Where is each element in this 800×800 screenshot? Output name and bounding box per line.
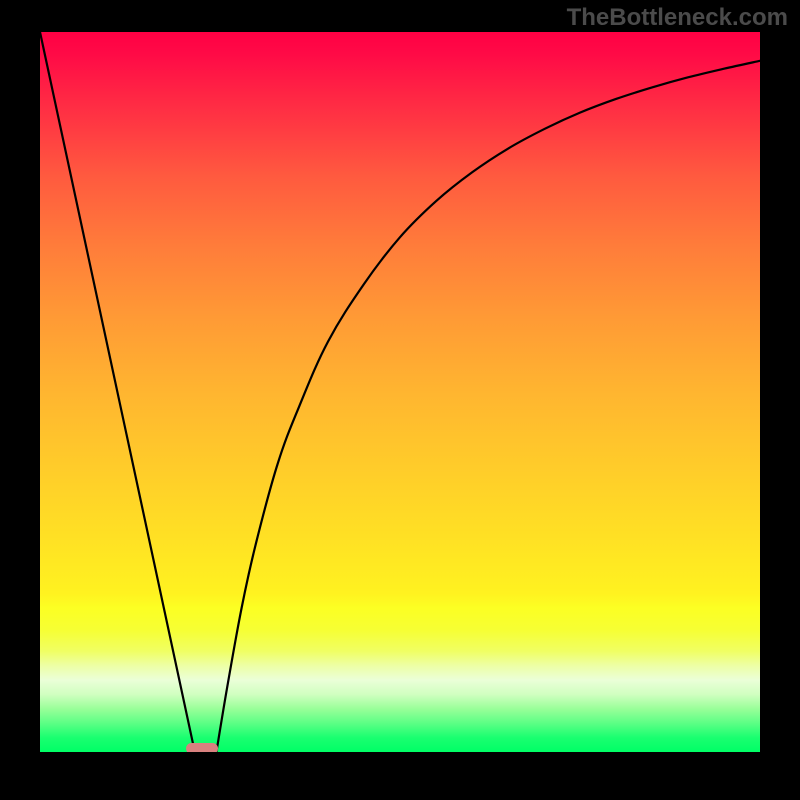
watermark-text: TheBottleneck.com [567,4,788,32]
bottleneck-curve [40,32,760,752]
optimal-point-marker [186,743,218,752]
chart-plot-area [40,32,760,752]
